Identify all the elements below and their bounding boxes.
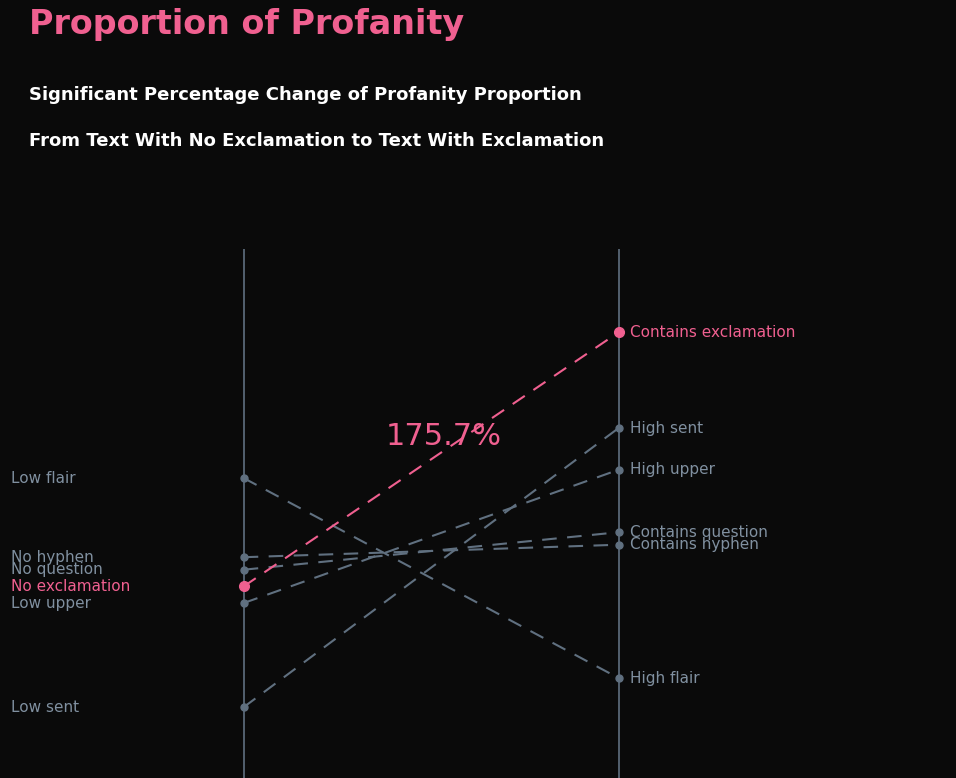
Text: Low flair: Low flair [11, 471, 76, 485]
Text: High sent: High sent [630, 421, 703, 436]
Text: High upper: High upper [630, 462, 715, 477]
Text: Low upper: Low upper [11, 595, 91, 611]
Text: No hyphen: No hyphen [11, 550, 94, 565]
Text: High flair: High flair [630, 671, 700, 685]
Text: Low sent: Low sent [11, 699, 79, 715]
Text: Proportion of Profanity: Proportion of Profanity [29, 8, 464, 40]
Text: No question: No question [11, 562, 103, 577]
Text: From Text With No Exclamation to Text With Exclamation: From Text With No Exclamation to Text Wi… [29, 132, 604, 150]
Text: No exclamation: No exclamation [11, 579, 131, 594]
Text: Contains hyphen: Contains hyphen [630, 538, 759, 552]
Text: 175.7%: 175.7% [386, 422, 502, 451]
Text: Significant Percentage Change of Profanity Proportion: Significant Percentage Change of Profani… [29, 86, 581, 103]
Text: Contains exclamation: Contains exclamation [630, 324, 795, 340]
Text: Contains question: Contains question [630, 524, 768, 540]
